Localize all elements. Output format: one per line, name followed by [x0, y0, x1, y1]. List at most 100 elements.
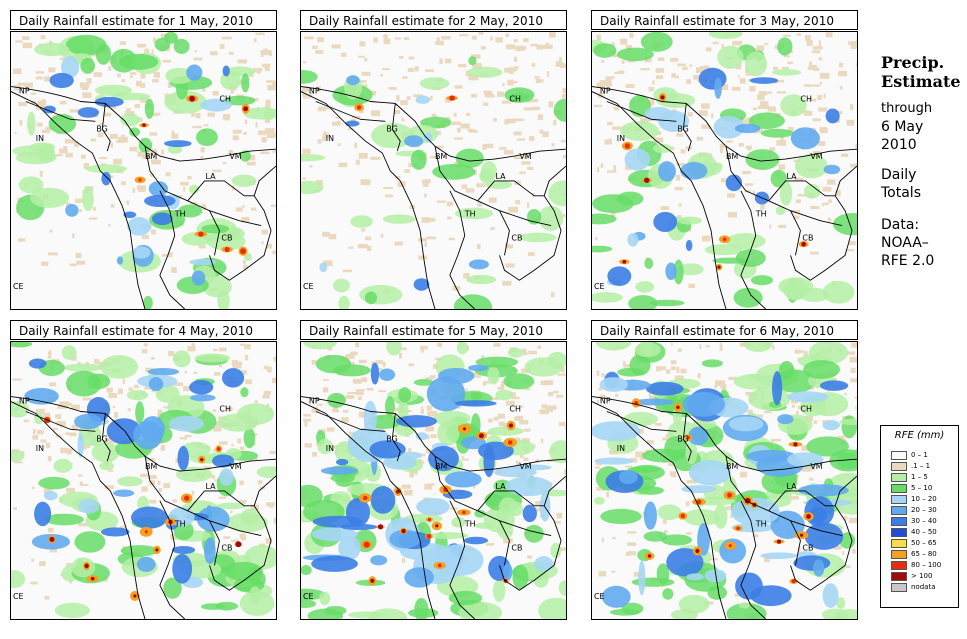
region-label: TH [755, 520, 767, 529]
rain-cell [264, 117, 271, 124]
legend-swatch [891, 550, 907, 559]
rain-cell [71, 404, 80, 411]
rain-cell [230, 89, 234, 94]
rain-cell [421, 217, 430, 223]
rain-cell [468, 129, 478, 133]
rain-cell [232, 364, 242, 369]
rain-cell [523, 38, 529, 43]
rain-cell [777, 37, 793, 56]
rain-cell [99, 157, 108, 160]
rain-cell [488, 418, 493, 423]
rain-cell [660, 95, 665, 100]
rain-cell [358, 396, 362, 401]
rain-cell [212, 409, 217, 412]
rain-cell [168, 351, 175, 357]
rain-cell [437, 563, 442, 568]
rain-cell [81, 85, 89, 91]
rain-cell [516, 461, 521, 467]
legend-row: 10 – 20 [891, 494, 957, 505]
rain-cell [599, 377, 628, 392]
rain-cell [761, 91, 767, 96]
rain-cell [705, 47, 712, 52]
rain-cell [822, 419, 840, 431]
rain-cell [375, 360, 384, 365]
rain-cell [776, 539, 782, 544]
rain-cell [13, 507, 18, 510]
rain-cell [812, 50, 821, 54]
rain-cell [836, 597, 846, 609]
rain-cell [813, 67, 820, 71]
rain-cell [623, 411, 658, 427]
rain-cell [793, 177, 804, 182]
rain-cell [28, 358, 47, 369]
rain-cell [522, 504, 537, 523]
rain-cell [624, 465, 633, 468]
rain-cell [644, 258, 654, 270]
rain-cell [616, 47, 654, 62]
rain-cell [496, 91, 505, 97]
rain-cell [539, 409, 549, 415]
rain-cell [431, 113, 437, 118]
rain-cell [221, 368, 245, 388]
rain-cell [702, 235, 711, 242]
rain-cell [836, 453, 857, 470]
rain-cell [592, 213, 617, 225]
rain-cell [468, 75, 479, 81]
rain-cell [778, 164, 786, 170]
rain-cell [843, 516, 848, 520]
rain-cell [613, 165, 617, 171]
rain-cell [635, 451, 645, 458]
rain-cell [647, 554, 652, 558]
rain-cell [61, 56, 80, 79]
rain-cell [17, 82, 21, 87]
rain-cell [379, 368, 396, 381]
rain-cell [366, 387, 374, 391]
rain-cell [307, 608, 344, 619]
rain-cell [358, 55, 365, 58]
rain-cell [715, 380, 725, 387]
rain-cell [787, 61, 793, 65]
rain-cell [624, 148, 651, 171]
rain-cell [429, 375, 436, 379]
rain-cell [446, 201, 453, 207]
rain-cell [609, 137, 612, 142]
rain-cell [79, 481, 83, 487]
rain-cell [307, 94, 311, 99]
rain-cell [466, 112, 471, 117]
rain-cell [410, 149, 427, 170]
rain-cell [852, 549, 856, 554]
rain-cell [184, 434, 192, 438]
rain-cell [676, 367, 680, 373]
rain-cell [516, 415, 524, 422]
rain-cell [562, 155, 566, 159]
rain-cell [680, 513, 685, 519]
rain-cell [739, 78, 746, 84]
rain-cell [736, 526, 740, 531]
rain-cell [611, 570, 616, 573]
rain-cell [519, 171, 526, 175]
rain-cell [15, 40, 23, 43]
rain-cell [752, 190, 755, 196]
rain-cell [454, 137, 463, 140]
rain-cell [216, 446, 221, 451]
rain-cell [461, 458, 469, 461]
rain-cell [128, 387, 134, 391]
rain-cell [161, 149, 164, 155]
legend-swatch [891, 561, 907, 570]
rain-cell [359, 80, 366, 83]
rain-cell [813, 559, 825, 577]
rain-cell [136, 556, 156, 572]
rain-cell [266, 403, 270, 407]
rain-cell [142, 123, 146, 127]
region-label: CH [509, 94, 521, 103]
rain-cell [462, 427, 466, 431]
rain-cell [357, 105, 362, 110]
boundary-line [11, 86, 276, 162]
region-label: BM [435, 462, 447, 471]
rain-cell [784, 55, 791, 58]
rain-cell [512, 564, 529, 590]
rain-cell [129, 127, 141, 137]
rain-cell [822, 280, 855, 304]
boundary-line [768, 180, 836, 202]
boundary-line [187, 490, 255, 512]
